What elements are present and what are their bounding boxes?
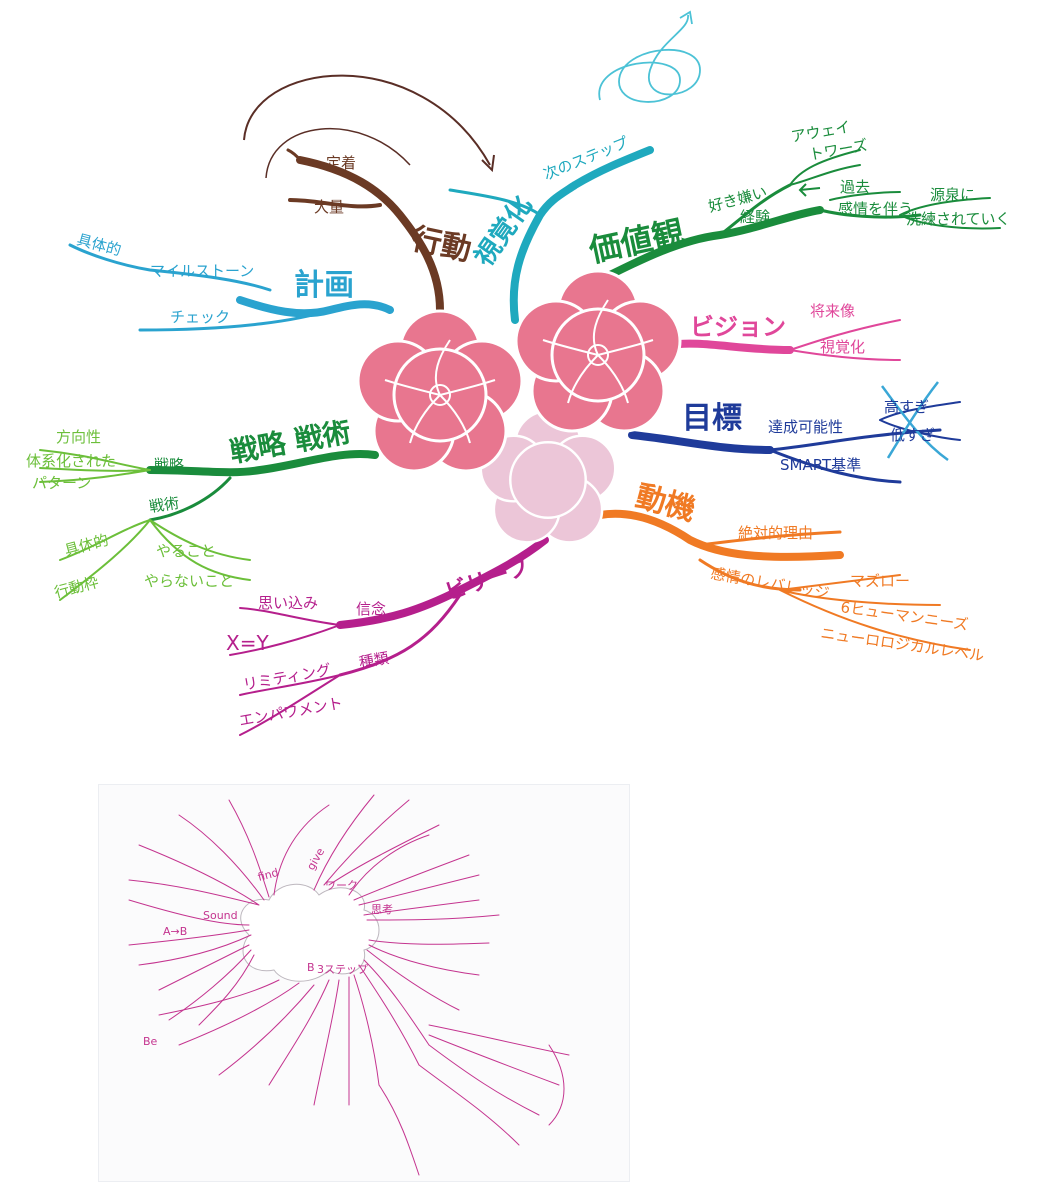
central-image-flower-right: [514, 269, 682, 433]
branch-values: [606, 149, 1001, 279]
sub-values-4: 過去: [840, 178, 870, 196]
label-b: B: [307, 961, 315, 974]
sub-values-7: 洗練されていく: [906, 210, 1011, 228]
branch-visualize: [448, 146, 654, 324]
sub-values-6: 源泉に: [930, 186, 975, 204]
label-belief: ビリーフ: [442, 555, 532, 606]
sub-action-1: 大量: [314, 198, 344, 216]
sub-plan-1: マイルストーン: [150, 262, 254, 280]
label-action: 行動: [407, 221, 474, 268]
sub-values-5: 感情を伴う: [838, 200, 913, 218]
flow-arrow-icon: [243, 74, 495, 179]
mind-map-sketch-frame: find give Sound 思考 Be B 3ステップ A→B ワーク: [98, 784, 630, 1182]
sub-strategy-6: 行動枠: [52, 573, 100, 602]
sub-values-1: 経験: [740, 208, 770, 226]
sub-strategy-7: やること: [156, 542, 216, 560]
label-goal: 目標: [682, 401, 742, 436]
sub-vision-1: 視覚化: [820, 338, 865, 356]
central-image-cloud: [240, 883, 380, 982]
sub-goal-2: 低すぎ: [890, 426, 935, 444]
sub-strategy-3: パターン: [32, 474, 91, 492]
sub-belief-5: エンパワメント: [238, 694, 345, 730]
sub-motive-0: 絶対的理由: [738, 524, 813, 542]
sub-belief-2: X=Y: [226, 631, 269, 655]
branch-action: [286, 148, 444, 314]
sub-strategy-4: 戦術: [148, 494, 180, 516]
branch-goal: [628, 401, 961, 484]
sub-strategy-5: 具体的: [62, 531, 110, 560]
sub-belief-1: 思い込み: [258, 594, 318, 612]
sub-vision-0: 将来像: [810, 302, 855, 320]
branch-strategy: [39, 449, 379, 601]
label-rule3: 3ステップ: [317, 963, 368, 976]
label-aa: A→B: [163, 925, 187, 938]
sub-belief-3: 種類: [358, 649, 391, 672]
crossed-out-mark: [880, 381, 949, 462]
sub-goal-0: 達成可能性: [768, 418, 843, 436]
spiral-arrow-icon: [598, 10, 701, 103]
label-find: find: [256, 866, 280, 884]
branch-belief: [229, 536, 549, 736]
label-vision: ビジョン: [690, 313, 786, 341]
sub-plan-2: チェック: [170, 308, 230, 326]
branch-plan: [68, 243, 394, 332]
sub-belief-0: 信念: [356, 600, 386, 618]
sub-motive-2: マズロー: [850, 572, 910, 590]
central-image-flower-left: [356, 309, 524, 473]
mind-map-sketch: find give Sound 思考 Be B 3ステップ A→B ワーク: [128, 794, 570, 1176]
sub-plan-0: 具体的: [75, 230, 123, 259]
small-arrow-icon: [798, 183, 821, 197]
sub-motive-1: 感情のレバレッジ: [709, 564, 830, 603]
label-wa: ワーク: [325, 879, 358, 892]
sub-goal-1: 高すぎ: [884, 398, 929, 416]
sub-strategy-0: 戦略: [154, 456, 184, 474]
label-sound: Sound: [203, 909, 238, 922]
label-plan: 計画: [294, 268, 354, 303]
mind-map-colorful: 行動 視覚化 価値観 計画 ビジョン 目標 戦略 戦術 動機 ビリーフ 定着 大…: [26, 10, 1011, 736]
sub-goal-3: SMART基準: [780, 456, 861, 474]
sub-strategy-1: 方向性: [56, 428, 101, 446]
sub-strategy-8: やらないこと: [144, 572, 234, 590]
sub-strategy-2: 体系化された: [26, 452, 116, 470]
label-thinking: 思考: [371, 903, 393, 916]
sub-action-0: 定着: [326, 154, 356, 172]
branch-motive: [596, 509, 971, 651]
label-be: Be: [143, 1035, 158, 1048]
